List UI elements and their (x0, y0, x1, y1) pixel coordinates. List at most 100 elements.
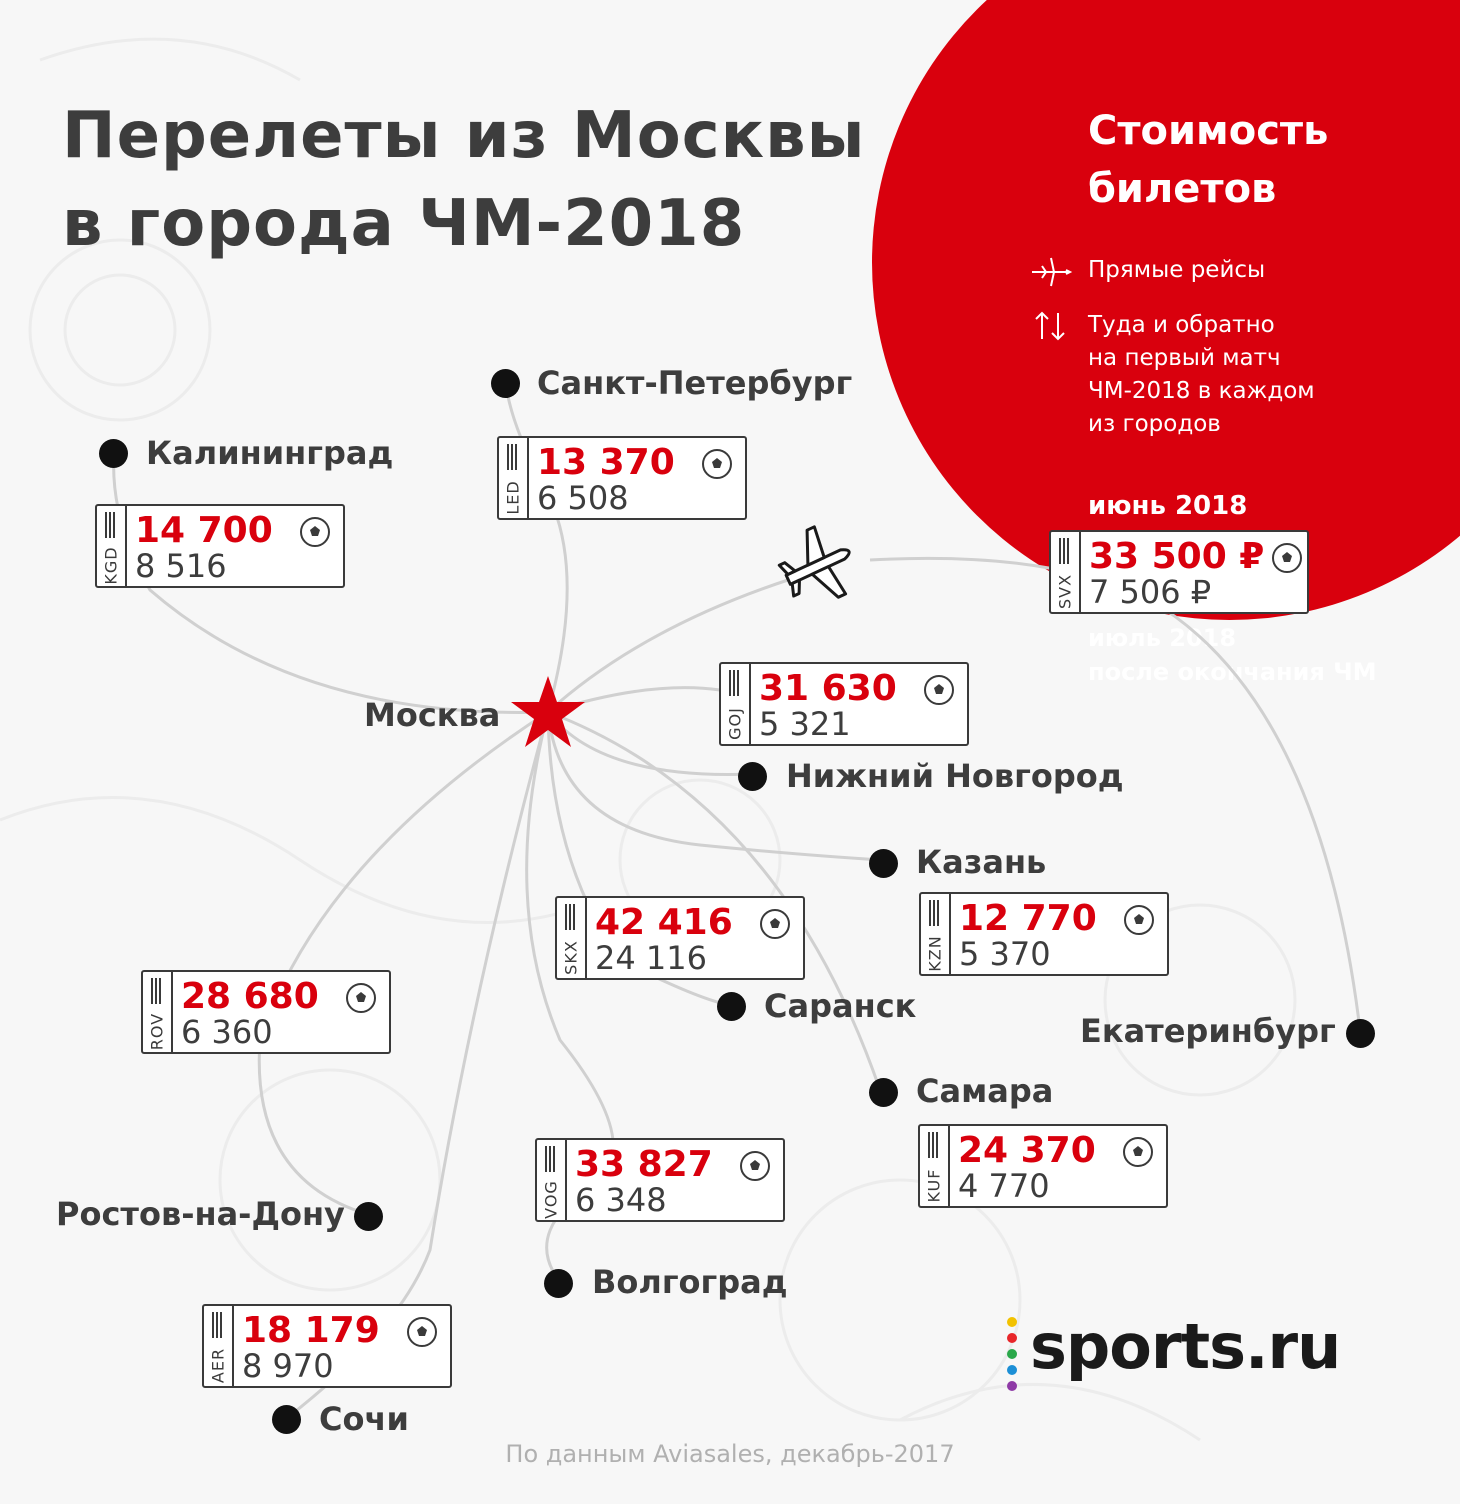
city-label-volgograd: Волгоград (592, 1263, 788, 1301)
price-june: 28 680 (181, 976, 319, 1017)
route-kazan (546, 711, 883, 862)
page-title: Перелеты из Москвы в города ЧМ-2018 (62, 99, 866, 261)
route-spb (504, 383, 569, 713)
legend-ticket-svx: SVX 33 500 ₽ 7 506 ₽ (1049, 530, 1309, 614)
city-dot-ekb (1346, 1019, 1375, 1048)
price-june: 12 770 (959, 898, 1097, 939)
ticket-stub: VOG (537, 1140, 567, 1220)
barcode-icon (545, 1146, 557, 1172)
price-june: 33 500 ₽ (1089, 536, 1265, 577)
city-dot-kgd (99, 439, 128, 468)
city-dot-sochi (272, 1405, 301, 1434)
price-july: 8 516 (135, 547, 227, 585)
ticket-stub: LED (499, 438, 529, 518)
barcode-icon (565, 904, 577, 930)
city-label-saransk: Саранск (764, 987, 917, 1025)
ticket-vog: VOG 33 827 6 348 (535, 1138, 785, 1222)
ticket-kuf: KUF 24 370 4 770 (918, 1124, 1168, 1208)
ticket-stub: KUF (920, 1126, 950, 1206)
ball-icon (702, 449, 732, 479)
plane-icon (777, 525, 851, 599)
logo-dots-icon (1007, 1317, 1017, 1391)
price-july: 8 970 (242, 1347, 334, 1385)
source-note: По данным Aviasales, декабрь-2017 (505, 1440, 955, 1468)
ball-icon (924, 675, 954, 705)
ticket-stub: GOJ (721, 664, 751, 744)
ticket-skx: SKX 42 416 24 116 (555, 896, 805, 980)
price-july: 6 360 (181, 1013, 273, 1051)
star-icon (511, 676, 585, 747)
price-june: 18 179 (242, 1310, 380, 1351)
ticket-stub: KGD (97, 506, 127, 586)
city-label-kgd: Калининград (146, 434, 394, 472)
price-june: 31 630 (759, 668, 897, 709)
ticket-stub: AER (204, 1306, 234, 1386)
barcode-icon (729, 670, 741, 696)
city-dot-rostov (354, 1202, 383, 1231)
city-label-samara: Самара (916, 1072, 1054, 1110)
legend-title: Стоимость билетов (1088, 108, 1329, 212)
ball-icon (740, 1151, 770, 1181)
city-dot-samara (869, 1078, 898, 1107)
price-july: 5 370 (959, 935, 1051, 973)
ticket-kgd: KGD 14 700 8 516 (95, 504, 345, 588)
legend-roundtrip: Туда и обратно на первый матч ЧМ-2018 в … (1035, 309, 1315, 441)
ball-icon (346, 983, 376, 1013)
legend-direct: Прямые рейсы (1032, 254, 1265, 287)
route-ekb (869, 556, 1362, 1031)
route-samara (547, 710, 882, 1091)
price-july: 4 770 (958, 1167, 1050, 1205)
ticket-stub: SVX (1051, 532, 1081, 612)
barcode-icon (929, 900, 941, 926)
city-label-spb: Санкт-Петербург (537, 364, 853, 402)
price-june: 13 370 (537, 442, 675, 483)
city-dot-saransk (717, 992, 746, 1021)
barcode-icon (928, 1132, 940, 1158)
ball-icon (1123, 1137, 1153, 1167)
city-dot-nn (738, 762, 767, 791)
ticket-stub: SKX (557, 898, 587, 978)
price-july: 6 508 (537, 479, 629, 517)
price-june: 24 370 (958, 1130, 1096, 1171)
ball-icon (300, 517, 330, 547)
city-dot-kzn (869, 849, 898, 878)
city-label-ekb: Екатеринбург (1080, 1012, 1336, 1050)
ticket-aer: AER 18 179 8 970 (202, 1304, 452, 1388)
ticket-stub: KZN (921, 894, 951, 974)
ticket-kzn: KZN 12 770 5 370 (919, 892, 1169, 976)
route-rostov (257, 710, 549, 1217)
price-july: 5 321 (759, 705, 851, 743)
round-trip-icon (1028, 309, 1074, 355)
city-label-rostov: Ростов-на-Дону (56, 1195, 345, 1233)
ticket-rov: ROV 28 680 6 360 (141, 970, 391, 1054)
price-june: 42 416 (595, 902, 733, 943)
ball-icon (760, 909, 790, 939)
route-plane (546, 568, 821, 714)
ball-icon (1272, 543, 1302, 573)
ticket-led: LED 13 370 6 508 (497, 436, 747, 520)
price-july: 7 506 ₽ (1089, 573, 1212, 611)
price-july: 6 348 (575, 1181, 667, 1219)
logo: sports.ru (1030, 1310, 1341, 1383)
barcode-icon (1059, 538, 1071, 564)
barcode-icon (151, 978, 163, 1004)
ball-icon (1124, 905, 1154, 935)
ball-icon (407, 1317, 437, 1347)
city-label-kzn: Казань (916, 843, 1047, 881)
price-june: 33 827 (575, 1144, 713, 1185)
price-june: 14 700 (135, 510, 273, 551)
hub-label: Москва (364, 696, 501, 734)
city-label-sochi: Сочи (319, 1400, 409, 1438)
ticket-goj: GOJ 31 630 5 321 (719, 662, 969, 746)
city-label-nn: Нижний Новгород (786, 757, 1124, 795)
price-july: 24 116 (595, 939, 707, 977)
barcode-icon (105, 512, 117, 538)
city-dot-volgograd (544, 1269, 573, 1298)
city-dot-spb (491, 369, 520, 398)
barcode-icon (212, 1312, 224, 1338)
barcode-icon (507, 444, 519, 470)
plane-icon (1028, 254, 1074, 300)
legend-month-top: июнь 2018 (1088, 491, 1248, 521)
